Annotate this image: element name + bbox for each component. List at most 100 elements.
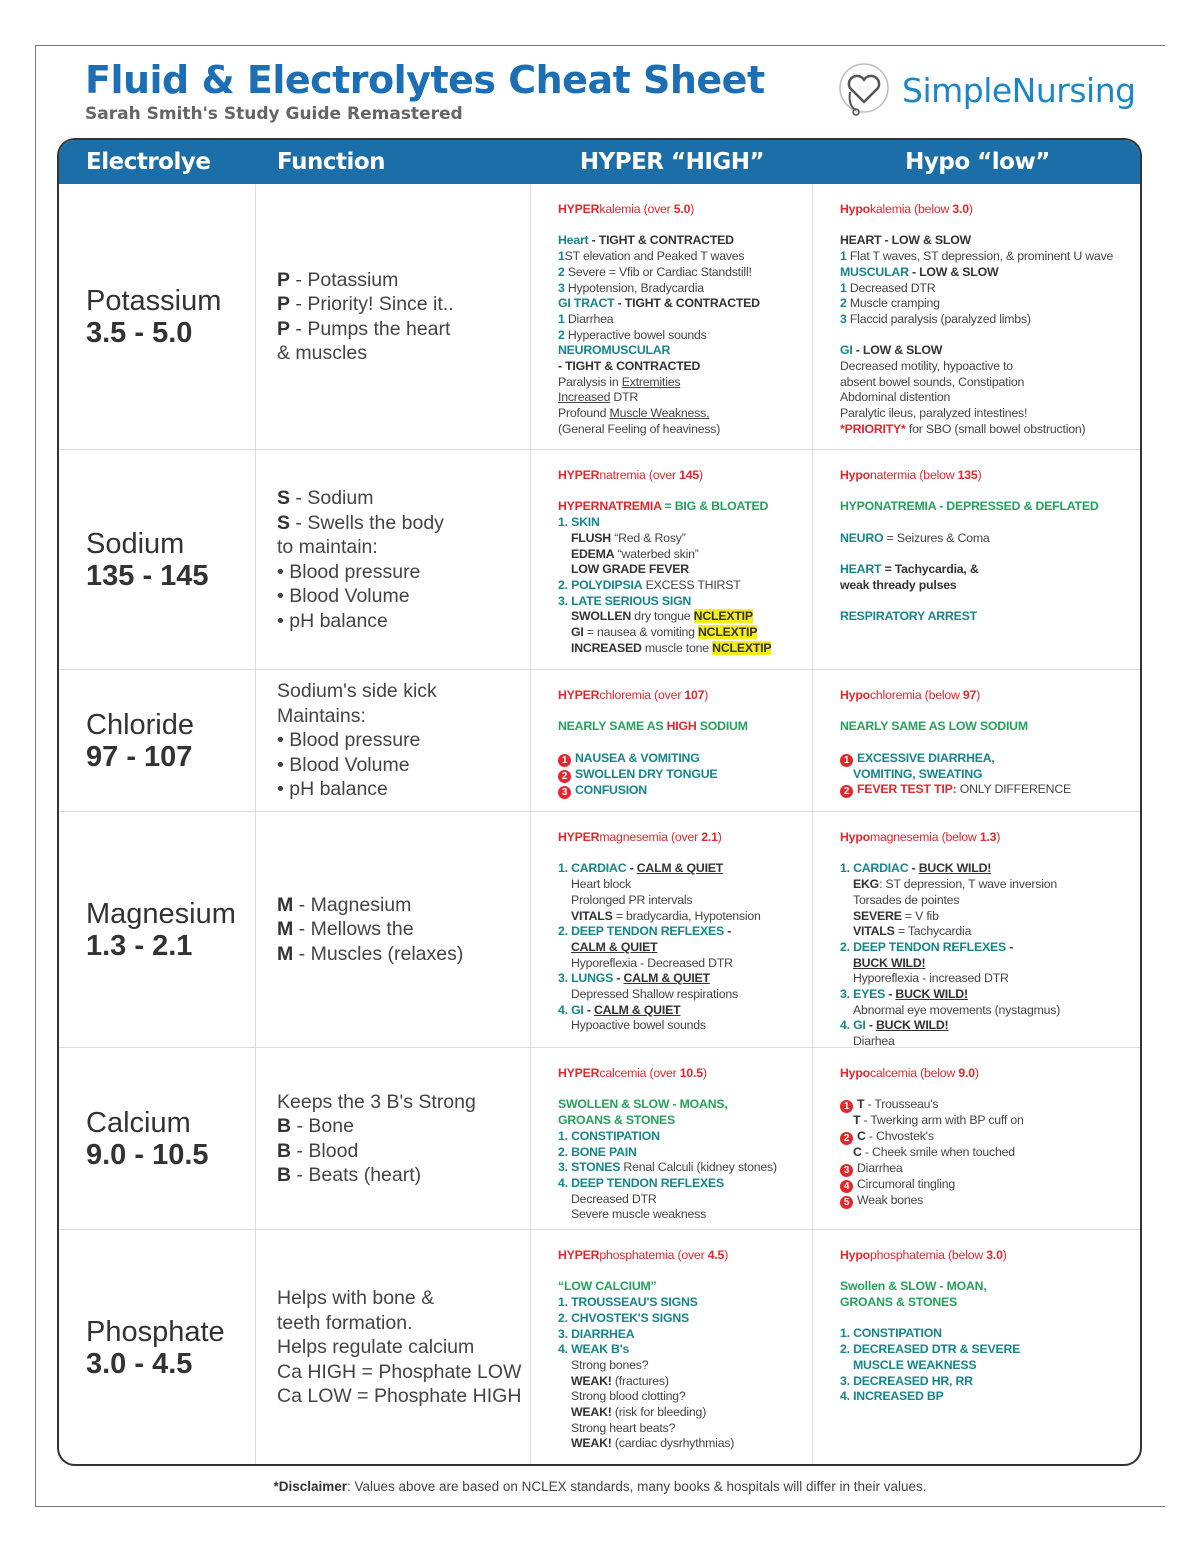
text-line: 1. CARDIAC - BUCK WILD!	[840, 861, 1132, 877]
text-line: Decreased motility, hypoactive to	[840, 359, 1132, 375]
text-segment: Hyporeflexia - Decreased DTR	[571, 955, 733, 970]
text-segment: Flat T waves, ST depression, & prominent…	[846, 249, 1114, 264]
text-segment: kalemia (over	[599, 202, 674, 216]
text-segment: HYPER	[558, 202, 600, 216]
text-segment: - TIGHT & CONTRACTED	[558, 359, 701, 374]
page-subtitle: Sarah Smith's Study Guide Remastered	[85, 104, 463, 124]
text-segment: - Priority! Since it..	[290, 293, 454, 315]
text-segment: = Tachycardia, &	[881, 562, 979, 577]
text-segment: - LOW & SLOW	[852, 343, 943, 358]
text-segment: CALM & QUIET	[593, 1002, 681, 1017]
text-line: • Blood Volume	[277, 753, 530, 778]
text-segment: BUCK WILD!	[895, 987, 968, 1002]
text-line: 3 Hypotension, Bradycardia	[558, 281, 802, 297]
numbered-circle-icon: 2	[840, 785, 853, 799]
text-line: • pH balance	[277, 777, 530, 802]
text-line: 4. INCREASED BP	[840, 1389, 1132, 1405]
text-line	[558, 735, 802, 751]
text-segment: )	[717, 830, 722, 844]
text-line: Depressed Shallow respirations	[558, 987, 802, 1003]
text-segment: - LOW & SLOW	[908, 264, 999, 279]
text-segment: 4. GI	[840, 1018, 866, 1033]
text-line: 1 EXCESSIVE DIARRHEA,	[840, 751, 1132, 767]
text-segment: 4.5	[707, 1248, 725, 1262]
text-segment: Decreased DTR	[571, 1191, 657, 1206]
text-line: 3 Flaccid paralysis (paralyzed limbs)	[840, 312, 1132, 328]
page-title: Fluid & Electrolytes Cheat Sheet	[85, 58, 765, 102]
numbered-circle-icon: 1	[558, 753, 571, 767]
text-line: Decreased DTR	[558, 1192, 802, 1208]
text-segment: “LOW CALCIUM”	[558, 1279, 657, 1294]
text-segment: = Tachycardia	[894, 924, 972, 939]
text-segment: T	[857, 1097, 865, 1112]
text-line	[840, 515, 1132, 531]
text-segment: -	[865, 1018, 876, 1033]
text-segment: Prolonged PR intervals	[571, 892, 693, 907]
text-line: weak thready pulses	[840, 578, 1132, 594]
text-segment: • Blood pressure	[277, 729, 421, 752]
text-line	[558, 1264, 802, 1280]
text-line: • Blood pressure	[277, 560, 530, 585]
text-segment: (fractures)	[611, 1373, 669, 1388]
text-segment: 3. DIARRHEA	[558, 1326, 635, 1341]
text-segment: - Mellows the	[293, 918, 414, 941]
hypo-cell: Hyponatermia (below 135) HYPONATREMIA - D…	[813, 450, 1140, 670]
text-line: NEARLY SAME AS HIGH SODIUM	[558, 719, 802, 735]
text-segment: 2. DEEP TENDON REFLEXES	[840, 939, 1007, 954]
text-segment: ST elevation and Peaked T waves	[564, 249, 745, 264]
text-line: to maintain:	[277, 535, 530, 560]
electrolyte-name: Sodium	[86, 527, 185, 560]
text-line: “LOW CALCIUM”	[558, 1279, 802, 1295]
text-line: MUSCULAR - LOW & SLOW	[840, 265, 1132, 281]
text-line: 1. CONSTIPATION	[840, 1326, 1132, 1342]
text-segment: NEUROMUSCULAR	[558, 343, 671, 358]
text-line: - TIGHT & CONTRACTED	[558, 359, 802, 375]
text-line: Heart block	[558, 877, 802, 893]
function-cell: Helps with bone & teeth formation. Helps r…	[256, 1230, 531, 1464]
text-line: 1 Flat T waves, ST depression, & promine…	[840, 249, 1132, 265]
text-segment: Keeps the 3 B's Strong	[277, 1090, 476, 1113]
text-segment: Maintains:	[277, 704, 366, 727]
text-segment: 3. EYES	[840, 987, 886, 1002]
text-line: • Blood Volume	[277, 584, 530, 609]
text-line: 3 Diarrhea	[840, 1161, 1132, 1177]
text-segment: 4. INCREASED BP	[840, 1389, 944, 1404]
text-line: absent bowel sounds, Constipation	[840, 375, 1132, 391]
text-line	[840, 218, 1132, 234]
text-segment: Severe muscle weakness	[571, 1207, 707, 1222]
text-segment: Decreased motility, hypoactive to	[840, 359, 1013, 373]
normal-range: 3.5 - 5.0	[86, 316, 193, 349]
text-segment: CONFUSION	[575, 782, 647, 797]
text-segment: Abdominal distention	[840, 390, 951, 405]
text-line: WEAK! (risk for bleeding)	[558, 1405, 802, 1421]
text-line: T - Twerking arm with BP cuff on	[840, 1113, 1132, 1129]
text-line: 1 Diarrhea	[558, 312, 802, 328]
numbered-circle-icon: 4	[840, 1179, 853, 1193]
text-segment: weak thready pulses	[840, 577, 957, 592]
text-segment: = bradycardia, Hypotension	[612, 908, 761, 923]
brand-name: SimpleNursing	[902, 70, 1136, 110]
text-segment: )	[976, 688, 981, 702]
function-cell: M - Magnesium M - Mellows the M - Muscles …	[256, 812, 531, 1048]
text-segment: MUSCLE WEAKNESS	[853, 1357, 977, 1372]
text-segment: )	[724, 1248, 729, 1262]
text-segment: Decreased DTR	[846, 280, 936, 295]
text-line	[840, 546, 1132, 562]
text-line: S - Sodium	[277, 486, 530, 511]
text-line: 2 Severe = Vfib or Cardiac Standstill!	[558, 265, 802, 281]
text-line: Abnormal eye movements (nystagmus)	[840, 1003, 1132, 1019]
text-segment: EXCESS THIRST	[642, 577, 741, 592]
text-segment: 4. GI	[558, 1002, 584, 1017]
column-header-hyper: HYPER “HIGH”	[531, 140, 813, 184]
text-segment: • pH balance	[277, 609, 388, 632]
text-segment: )	[1002, 1248, 1007, 1262]
text-line: 2. DEEP TENDON REFLEXES -	[558, 924, 802, 940]
text-line	[558, 1082, 802, 1098]
text-segment: )	[996, 830, 1001, 844]
text-segment: 3.0	[952, 202, 969, 216]
text-line	[840, 1264, 1132, 1280]
electrolyte-cell: Calcium 9.0 - 10.5	[59, 1048, 256, 1230]
text-segment: Torsades de pointes	[853, 892, 960, 907]
text-segment: GROANS & STONES	[558, 1113, 676, 1128]
text-segment: 3	[558, 280, 565, 295]
